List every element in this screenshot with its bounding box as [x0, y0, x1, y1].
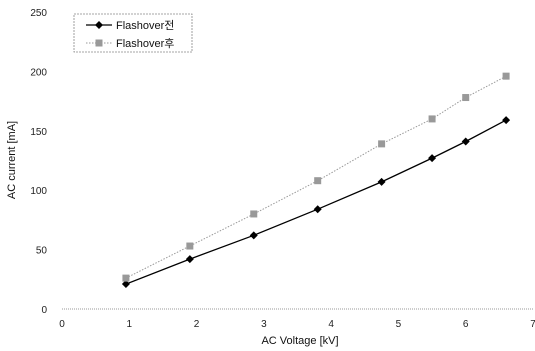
data-point [314, 177, 322, 185]
y-tick-label: 150 [30, 127, 47, 138]
legend-label-before: Flashover전 [116, 19, 174, 32]
x-tick-label: 4 [328, 319, 334, 330]
x-axis-label: AC Voltage [kV] [261, 335, 338, 347]
series-0 [121, 116, 511, 289]
data-point [502, 72, 510, 80]
data-point [461, 137, 470, 146]
x-tick-label: 7 [530, 319, 535, 330]
data-point [462, 94, 470, 102]
series-1 [122, 72, 510, 282]
y-tick-label: 200 [30, 67, 47, 78]
data-point [377, 177, 386, 186]
series-line [125, 119, 507, 285]
data-point [502, 116, 511, 125]
x-tick-label: 6 [463, 319, 469, 330]
y-axis-label: AC current [mA] [6, 121, 18, 199]
x-tick-label: 5 [396, 319, 402, 330]
legend-box [73, 13, 193, 53]
data-point [186, 242, 194, 250]
x-tick-label: 1 [127, 319, 133, 330]
data-point [122, 274, 130, 282]
x-tick-label: 0 [59, 319, 65, 330]
x-tick-label: 3 [261, 319, 267, 330]
data-point [185, 255, 194, 264]
legend-marker-before [95, 21, 103, 29]
data-point [249, 231, 258, 240]
data-point [121, 280, 130, 289]
y-tick-label: 250 [30, 8, 47, 19]
data-point [428, 154, 437, 163]
y-tick-label: 50 [36, 246, 48, 257]
axes: 0 1 2 3 4 5 6 7 0 50 100 150 200 250 [30, 8, 535, 330]
y-tick-label: 100 [30, 186, 47, 197]
y-tick-label: 0 [41, 305, 47, 316]
data-point [428, 115, 436, 123]
x-tick-label: 2 [194, 319, 200, 330]
legend-marker-after [95, 39, 103, 47]
data-point [378, 140, 386, 148]
data-point [250, 210, 258, 218]
legend: Flashover전 Flashover후 [73, 13, 193, 53]
data-point [313, 205, 322, 214]
series-line [125, 75, 507, 279]
series-layer [121, 72, 511, 289]
legend-label-after: Flashover후 [116, 37, 174, 50]
